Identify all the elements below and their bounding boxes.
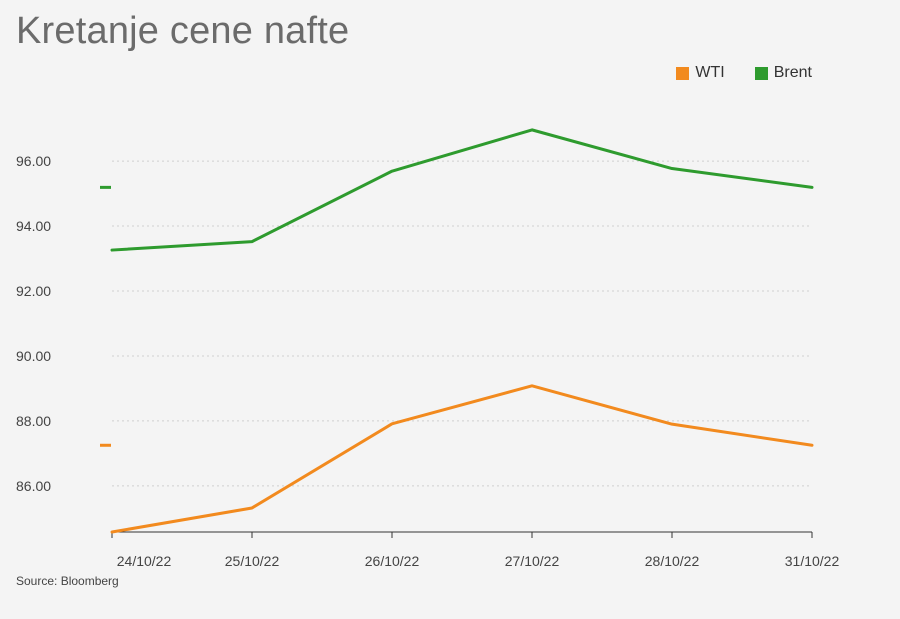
chart-title: Kretanje cene nafte — [16, 10, 350, 52]
y-tick-label: 92.00 — [16, 283, 51, 299]
chart-legend: WTI Brent — [676, 64, 812, 82]
legend-item-wti: WTI — [676, 64, 725, 82]
legend-item-brent: Brent — [754, 64, 812, 82]
legend-swatch-brent — [754, 66, 768, 80]
legend-label-brent: Brent — [773, 64, 812, 81]
x-tick-label: 27/10/22 — [505, 553, 560, 569]
x-tick-label: 25/10/22 — [225, 553, 280, 569]
legend-label-wti: WTI — [695, 64, 725, 81]
y-tick-label: 88.00 — [16, 413, 51, 429]
y-tick-label: 94.00 — [16, 218, 51, 234]
y-tick-label: 90.00 — [16, 348, 51, 364]
series-line-wti — [110, 384, 814, 534]
y-tick-label: 86.00 — [16, 478, 51, 494]
x-tick-label: 31/10/22 — [785, 553, 840, 569]
series-line-brent — [110, 128, 814, 252]
x-tick-label: 28/10/22 — [645, 553, 700, 569]
chart-source: Source: Bloomberg — [16, 574, 119, 588]
legend-swatch-wti — [676, 66, 690, 80]
x-tick-label: 24/10/22 — [117, 553, 172, 569]
x-tick-label: 26/10/22 — [365, 553, 420, 569]
y-tick-label: 96.00 — [16, 153, 51, 169]
